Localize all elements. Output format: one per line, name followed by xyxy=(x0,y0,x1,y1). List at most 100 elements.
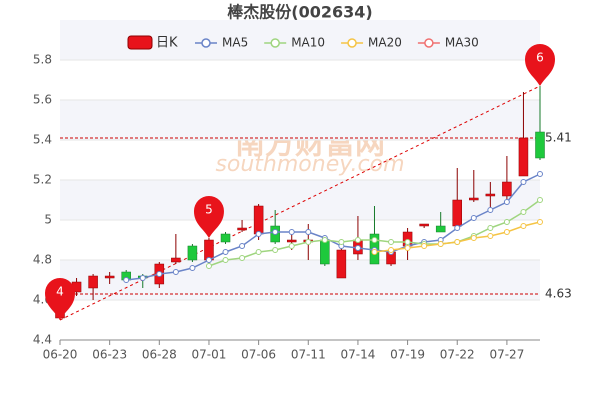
reference-label: 5.41 xyxy=(545,131,572,145)
ma-point xyxy=(305,229,312,235)
candle-body xyxy=(104,275,115,279)
ma-point xyxy=(255,231,262,237)
ma-point xyxy=(520,223,527,229)
ma-point xyxy=(354,245,361,251)
ma-point xyxy=(156,271,163,277)
x-tick-label: 07-06 xyxy=(241,348,276,362)
candle-body xyxy=(286,239,297,243)
legend-label: MA30 xyxy=(445,36,479,50)
ma-point xyxy=(139,275,146,281)
ma-point xyxy=(205,257,212,263)
x-tick-label: 06-20 xyxy=(43,348,78,362)
annotation-label: 6 xyxy=(536,51,544,65)
ma-point xyxy=(371,249,378,255)
ma-point xyxy=(503,199,510,205)
x-tick-label: 07-11 xyxy=(291,348,326,362)
legend-label: MA5 xyxy=(222,36,248,50)
ma-point xyxy=(354,237,361,243)
legend-icon xyxy=(201,38,211,48)
ma-point xyxy=(520,209,527,215)
candle-body xyxy=(88,275,98,289)
annotation-label: 5 xyxy=(205,203,213,217)
x-tick-label: 07-19 xyxy=(390,348,425,362)
x-tick-label: 07-22 xyxy=(440,348,475,362)
ma-point xyxy=(421,243,428,249)
ma-point xyxy=(388,247,395,253)
legend-icon xyxy=(347,38,357,48)
chart-title: 棒杰股份(002634) xyxy=(227,3,372,22)
ma-point xyxy=(338,239,345,245)
candle-body xyxy=(336,249,347,279)
ma-point xyxy=(239,255,246,261)
candle-body xyxy=(419,223,429,227)
ma-point xyxy=(288,229,295,235)
legend-icon xyxy=(270,38,280,48)
ma-point xyxy=(503,219,510,225)
candle-body xyxy=(171,257,181,263)
ma-point xyxy=(470,235,477,241)
ma-point xyxy=(388,239,395,245)
ma-point xyxy=(470,215,477,221)
candle-body xyxy=(518,137,529,177)
candle-body xyxy=(502,181,512,197)
ma-point xyxy=(537,219,543,225)
ma-point xyxy=(487,207,494,213)
ma-point xyxy=(404,239,411,245)
ma-point xyxy=(537,197,543,203)
y-tick-label: 5.6 xyxy=(33,93,52,107)
ma-point xyxy=(537,171,543,177)
ma-point xyxy=(305,239,312,245)
candle-body xyxy=(253,205,264,235)
candle-body xyxy=(452,199,462,227)
y-tick-label: 5 xyxy=(44,213,52,227)
ma-point xyxy=(255,249,262,255)
grid-band xyxy=(60,260,540,300)
ma-point xyxy=(404,245,411,251)
ma-point xyxy=(272,247,279,253)
candle-body xyxy=(435,225,446,233)
annotation-label: 4 xyxy=(56,285,64,299)
legend-candle-icon xyxy=(127,35,153,50)
ma-point xyxy=(205,263,212,269)
y-tick-label: 4.4 xyxy=(33,333,52,347)
x-tick-label: 07-27 xyxy=(489,348,524,362)
annotation-pin xyxy=(45,278,75,320)
legend-label: MA10 xyxy=(291,36,325,50)
y-tick-label: 5.4 xyxy=(33,133,52,147)
annotation-pin xyxy=(525,44,555,86)
ma-point xyxy=(272,229,279,235)
x-tick-label: 06-28 xyxy=(142,348,177,362)
ma-point xyxy=(321,237,328,243)
ma-point xyxy=(437,241,444,247)
annotation-pin xyxy=(193,196,224,238)
ma-point xyxy=(454,225,461,231)
ma-point xyxy=(454,239,461,245)
candle-body xyxy=(237,227,247,231)
trend-line xyxy=(59,85,541,321)
ma-point xyxy=(222,249,229,255)
legend-label: MA20 xyxy=(368,36,402,50)
ma-point xyxy=(520,179,527,185)
grid-band xyxy=(60,180,540,220)
y-tick-label: 5.8 xyxy=(33,53,52,67)
candle-body xyxy=(535,131,545,159)
ma-point xyxy=(172,269,179,275)
x-tick-label: 06-23 xyxy=(92,348,127,362)
y-tick-label: 5.2 xyxy=(33,173,52,187)
ma-point xyxy=(123,277,130,283)
candle-body xyxy=(469,197,479,201)
candle-body xyxy=(187,245,198,261)
ma-point xyxy=(487,233,494,239)
legend-icon xyxy=(424,38,434,48)
ma-point xyxy=(239,243,246,249)
ma-point xyxy=(503,229,510,235)
grid-band xyxy=(60,100,540,140)
candle-body xyxy=(320,239,330,265)
candle-body xyxy=(485,193,496,197)
reference-label: 4.63 xyxy=(545,287,572,301)
ma-line xyxy=(126,173,541,281)
legend-label: 日K xyxy=(156,36,178,51)
ma-point xyxy=(222,257,229,263)
